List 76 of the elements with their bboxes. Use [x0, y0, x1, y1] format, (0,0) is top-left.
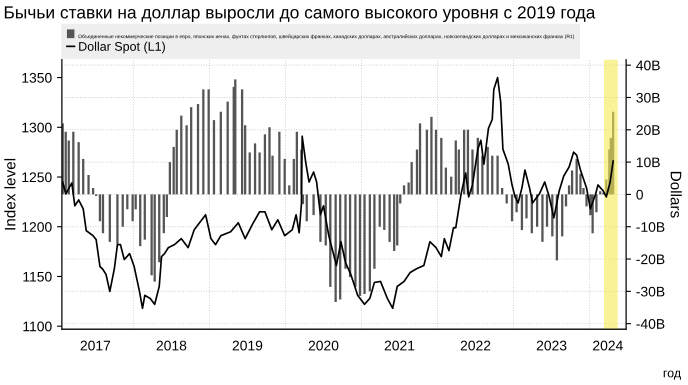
x-tick-label: 2024 — [593, 340, 623, 350]
y2-tick-label: -30B — [636, 286, 664, 297]
bar — [501, 188, 504, 194]
chart-title: Бычьи ставки на доллар выросли до самого высокого уровня с 2019 года — [4, 6, 596, 22]
bar — [388, 194, 391, 242]
y-tick-label: 1150 — [23, 272, 52, 282]
bar — [454, 140, 457, 194]
bar — [561, 194, 564, 236]
y-tick-label: 1100 — [23, 322, 52, 332]
bar — [144, 194, 146, 240]
bar — [158, 194, 160, 262]
y-tick-label: 1250 — [22, 172, 52, 182]
bar — [339, 194, 342, 300]
bar — [234, 79, 236, 194]
bar — [162, 194, 165, 234]
bar — [368, 194, 371, 292]
bar — [383, 194, 386, 230]
bar — [599, 191, 602, 194]
bar — [329, 194, 332, 287]
x-tick-label: 2020 — [308, 340, 338, 350]
bar — [180, 116, 182, 194]
bar — [190, 107, 192, 194]
bar — [612, 112, 614, 194]
bar — [440, 138, 442, 194]
x-tick-label: 2017 — [80, 340, 110, 350]
bar — [122, 194, 124, 227]
y2-axis-title: Dollars — [670, 172, 682, 218]
y2-tick-label: -10B — [636, 222, 664, 232]
bar — [154, 194, 156, 282]
y-axis-title: Index level — [4, 158, 16, 230]
bar — [176, 130, 178, 194]
bar — [288, 185, 290, 194]
x-tick-label: 2019 — [232, 340, 262, 350]
bar — [486, 146, 489, 194]
y2-tick-label: 20B — [636, 125, 660, 135]
bar — [139, 194, 142, 246]
y2-tick-label: 10B — [636, 157, 660, 168]
bar — [576, 158, 578, 194]
bar — [444, 168, 448, 194]
y-tick-label: 1200 — [22, 222, 52, 232]
x-tick-label: 2022 — [460, 340, 490, 350]
bar — [220, 112, 222, 194]
x-tick-label: 2023 — [536, 340, 566, 350]
bar — [491, 156, 494, 194]
bar — [334, 194, 337, 302]
bar — [82, 158, 84, 194]
y2-tick-label: -40B — [636, 319, 664, 329]
bar — [481, 156, 484, 194]
bar — [185, 125, 188, 194]
bar — [248, 152, 251, 194]
x-tick-label: 2021 — [384, 340, 414, 350]
bar — [278, 132, 281, 194]
bar — [410, 162, 413, 194]
bar — [202, 89, 204, 194]
bar — [506, 194, 508, 204]
bar — [393, 194, 396, 251]
legend-label: Dollar Spot (L1) — [79, 42, 165, 54]
bar — [306, 194, 308, 222]
bar — [226, 102, 229, 194]
bar — [450, 176, 452, 194]
y2-tick-label: -20B — [636, 254, 664, 264]
bar — [78, 142, 80, 194]
text: год — [664, 370, 681, 380]
bar — [378, 194, 381, 227]
y2-tick-label: 40B — [636, 60, 660, 70]
y2-tick-label: 0 — [636, 190, 643, 200]
bar — [296, 132, 298, 194]
y-tick-label: 1350 — [22, 72, 52, 83]
bar — [426, 130, 428, 194]
bar — [536, 194, 538, 227]
y-tick-label: 1300 — [22, 122, 52, 132]
y2-tick-label: 30B — [636, 92, 660, 103]
bar — [240, 89, 244, 194]
bar — [108, 194, 111, 242]
bar — [126, 194, 128, 210]
x-tick-label: 2018 — [156, 340, 186, 350]
